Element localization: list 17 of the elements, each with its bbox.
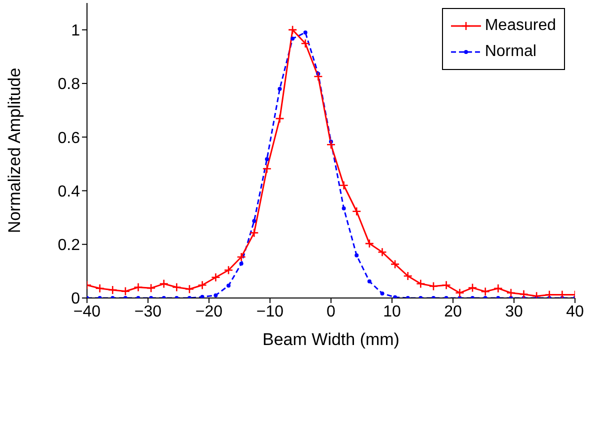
y-tick-label: 0.2 — [58, 237, 80, 254]
x-tick-label: −10 — [256, 303, 284, 320]
x-tick-label: −20 — [195, 303, 223, 320]
y-tick-label: 1 — [71, 22, 80, 40]
x-tick-label: 40 — [566, 303, 584, 320]
x-tick-label: −30 — [134, 303, 162, 320]
x-tick-label: 10 — [383, 303, 401, 320]
y-tick-label: 0.8 — [58, 76, 80, 94]
y-tick-label: 0.4 — [58, 183, 80, 200]
x-tick-label: 20 — [444, 303, 462, 320]
legend-label: Measured — [484, 17, 556, 35]
x-tick-label: 30 — [505, 303, 523, 320]
y-axis-title: Normalized Amplitude — [5, 68, 24, 234]
legend-label: Normal — [484, 43, 536, 61]
x-axis-title: Beam Width (mm) — [262, 330, 400, 349]
x-tick-label: 0 — [326, 303, 336, 320]
y-tick-label: 0.6 — [58, 130, 80, 147]
